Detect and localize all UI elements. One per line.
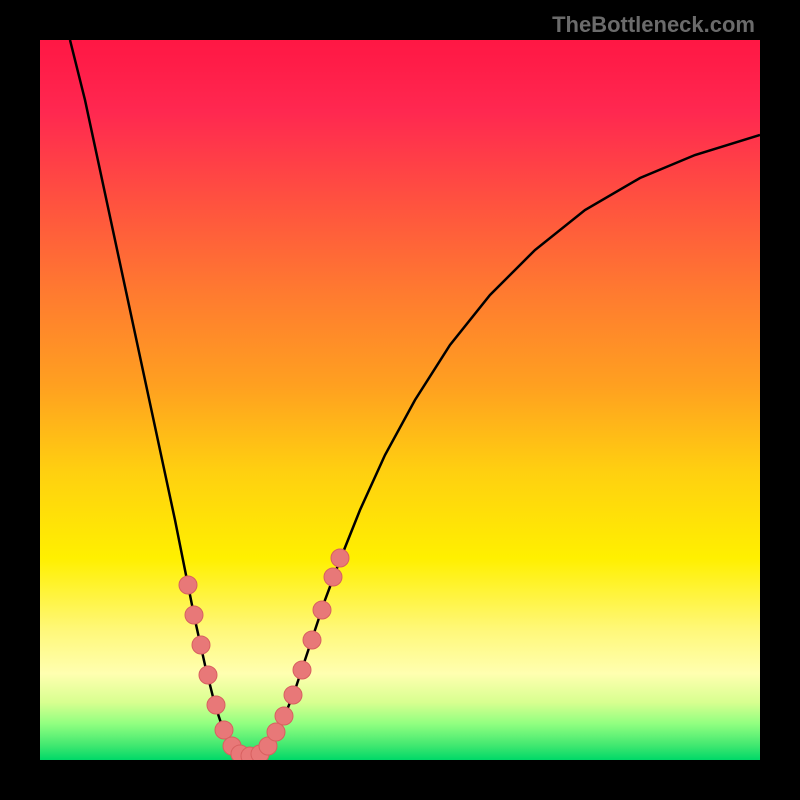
plot-area — [40, 40, 760, 760]
data-marker — [324, 568, 342, 586]
data-marker — [179, 576, 197, 594]
data-marker — [215, 721, 233, 739]
data-marker — [185, 606, 203, 624]
frame-left — [0, 0, 40, 800]
data-marker — [207, 696, 225, 714]
frame-bottom — [0, 760, 800, 800]
bottleneck-curve — [70, 40, 760, 756]
data-marker — [293, 661, 311, 679]
data-marker — [284, 686, 302, 704]
watermark-text: TheBottleneck.com — [552, 12, 755, 38]
data-marker — [313, 601, 331, 619]
data-marker — [192, 636, 210, 654]
data-marker — [303, 631, 321, 649]
frame-right — [760, 0, 800, 800]
curve-layer — [40, 40, 760, 760]
data-marker — [267, 723, 285, 741]
data-marker — [275, 707, 293, 725]
data-marker — [331, 549, 349, 567]
data-marker — [199, 666, 217, 684]
